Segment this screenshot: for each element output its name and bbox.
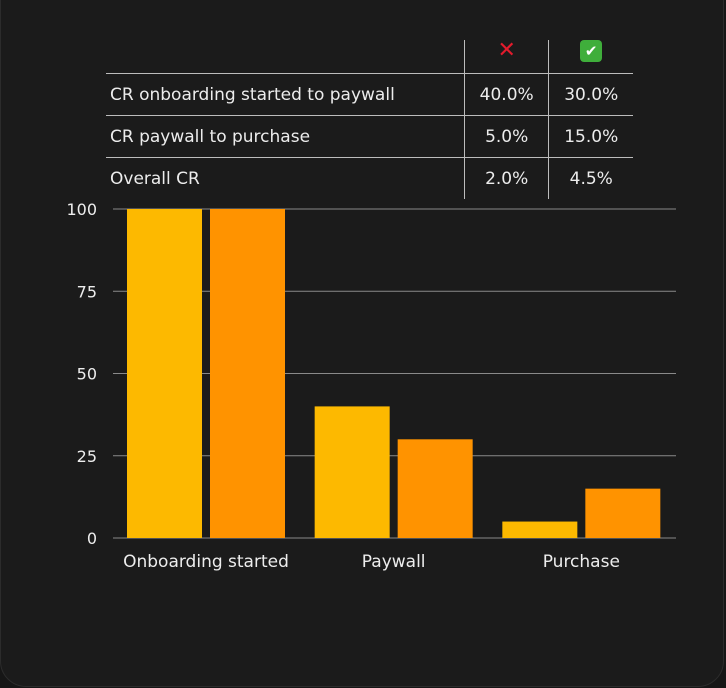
y-tick-label: 75 [77,282,97,301]
row-good-value: 4.5% [548,157,633,199]
bar [314,406,390,538]
bar [127,209,202,538]
bar [585,488,661,538]
bar [210,209,285,538]
y-tick-label: 50 [77,365,97,384]
red-cross-icon: ✕ [497,37,516,63]
y-tick-label: 0 [87,529,97,548]
row-good-value: 15.0% [548,115,633,158]
x-category-label: Purchase [543,552,620,572]
bar [502,521,578,538]
green-check-icon: ✔ [580,39,603,62]
row-bad-value: 5.0% [463,115,549,158]
x-category-label: Paywall [362,552,426,572]
row-label: CR paywall to purchase [106,115,465,158]
row-bad-value: 2.0% [463,157,549,199]
bar [397,439,473,538]
conversion-rate-table: ✕ ✔ CR onboarding started to paywall 40.… [106,37,633,199]
row-bad-value: 40.0% [463,73,549,116]
table-row: CR onboarding started to paywall 40.0% 3… [106,73,633,116]
table-row: CR paywall to purchase 5.0% 15.0% [106,115,633,158]
y-tick-label: 25 [77,447,97,466]
row-label: CR onboarding started to paywall [106,73,465,116]
table-header-bad: ✕ [463,37,549,74]
x-category-label: Onboarding started [123,552,289,572]
y-tick-label: 100 [66,200,97,219]
row-label: Overall CR [106,157,465,199]
table-header-good: ✔ [548,39,633,74]
table-row: Overall CR 2.0% 4.5% [106,157,633,199]
table-header-row: ✕ ✔ [106,37,633,74]
row-good-value: 30.0% [548,73,633,116]
